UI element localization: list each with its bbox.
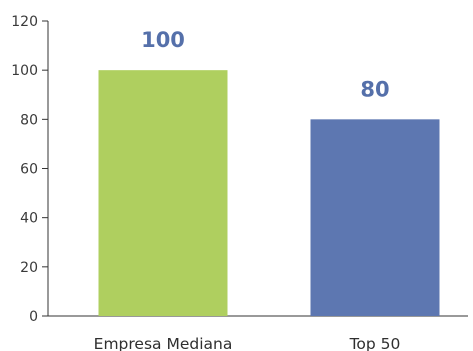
y-tick-label: 0: [29, 309, 38, 325]
x-tick-label: Empresa Mediana: [94, 335, 233, 351]
y-tick-label: 60: [20, 162, 38, 178]
y-tick-label: 80: [20, 112, 38, 128]
x-tick-label: Top 50: [349, 335, 401, 351]
bar: [310, 119, 440, 316]
y-tick-label: 40: [20, 211, 38, 227]
data-label: 100: [141, 28, 185, 52]
data-labels: 100 80: [141, 28, 390, 101]
bar: [98, 70, 228, 317]
y-tick-label: 120: [11, 14, 38, 30]
bars: [98, 70, 440, 317]
y-tick-label: 100: [11, 63, 38, 79]
data-label: 80: [360, 77, 389, 101]
x-axis-labels: Empresa Mediana Top 50: [94, 335, 401, 351]
y-tick-label: 20: [20, 260, 38, 276]
y-axis: 0 20 40 60 80 100 120: [11, 14, 48, 325]
